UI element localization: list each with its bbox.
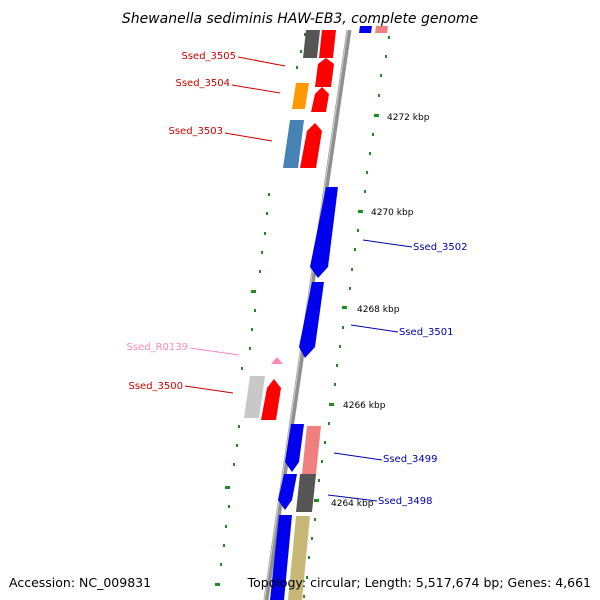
gene-feature-top-pink — [375, 26, 388, 33]
gene-ssed-r0139 — [271, 357, 283, 364]
gene-label-ssed-r0139[interactable]: Ssed_R0139 — [127, 342, 188, 353]
gene-ssed-3498-blue — [278, 474, 297, 510]
topology-text: Topology: circular; Length: 5,517,674 bp… — [247, 575, 591, 590]
gene-label-ssed-3505[interactable]: Ssed_3505 — [181, 51, 236, 62]
gene-label-ssed-3504[interactable]: Ssed_3504 — [175, 78, 230, 89]
scale-label-4272: 4272 kbp — [387, 113, 430, 123]
gene-ssed-3501 — [299, 282, 324, 358]
gene-feature-top-blue — [359, 26, 372, 33]
gene-bottom-khaki — [288, 516, 310, 600]
gene-gray-top — [303, 30, 320, 58]
callout-lines — [184, 56, 413, 502]
gene-label-ssed-3500[interactable]: Ssed_3500 — [128, 381, 183, 392]
gene-ssed-3502 — [310, 187, 338, 278]
gene-ssed-3503-blue — [283, 120, 304, 168]
gene-ssed-3503-red — [300, 123, 322, 168]
gene-label-ssed-3502[interactable]: Ssed_3502 — [413, 242, 468, 253]
scale-label-4266: 4266 kbp — [343, 401, 386, 411]
gene-label-ssed-3499[interactable]: Ssed_3499 — [383, 454, 438, 465]
gene-ssed-3505 — [315, 58, 334, 87]
tick-marks-right — [303, 36, 390, 598]
scale-label-4264: 4264 kbp — [331, 499, 374, 509]
gene-red-top — [319, 30, 336, 58]
accession-text: Accession: NC_009831 — [9, 575, 151, 590]
gene-ssed-3498-gray — [296, 474, 316, 512]
gene-ssed-3500-gray — [244, 376, 265, 418]
scale-label-4270: 4270 kbp — [371, 208, 414, 218]
gene-ssed-3504-red — [311, 87, 329, 112]
gene-ssed-3499-blue — [285, 424, 304, 472]
tick-marks-left — [215, 33, 306, 586]
gene-bottom-blue — [270, 515, 292, 600]
scale-label-4268: 4268 kbp — [357, 305, 400, 315]
gene-ssed-3499-pink — [302, 426, 321, 474]
gene-label-ssed-3498[interactable]: Ssed_3498 — [378, 496, 433, 507]
gene-label-ssed-3501[interactable]: Ssed_3501 — [399, 327, 454, 338]
gene-label-ssed-3503[interactable]: Ssed_3503 — [168, 126, 223, 137]
gene-ssed-3504-orange — [292, 83, 309, 109]
gene-ssed-3500-red — [261, 379, 281, 420]
map-title: Shewanella sediminis HAW-EB3, complete g… — [122, 11, 478, 27]
